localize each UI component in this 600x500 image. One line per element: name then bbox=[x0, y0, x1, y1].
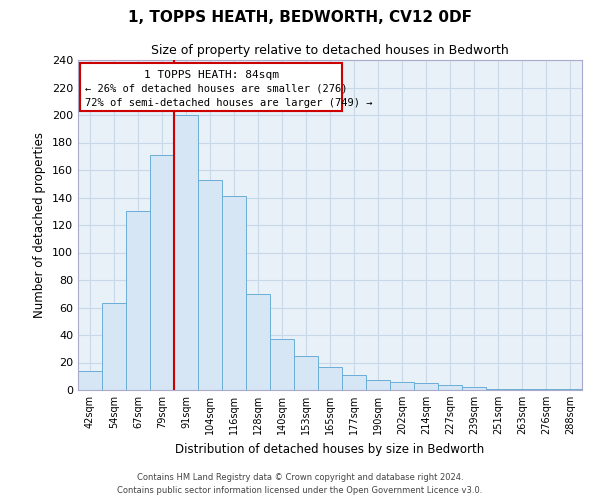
Bar bbox=[534, 388, 558, 390]
Bar bbox=[318, 366, 342, 390]
Text: Contains HM Land Registry data © Crown copyright and database right 2024.
Contai: Contains HM Land Registry data © Crown c… bbox=[118, 474, 482, 495]
Bar bbox=[126, 211, 150, 390]
FancyBboxPatch shape bbox=[80, 62, 342, 111]
Bar bbox=[438, 384, 462, 390]
Bar bbox=[414, 383, 438, 390]
Bar bbox=[366, 380, 390, 390]
Bar bbox=[198, 180, 222, 390]
Title: Size of property relative to detached houses in Bedworth: Size of property relative to detached ho… bbox=[151, 44, 509, 58]
Bar bbox=[150, 155, 174, 390]
Bar bbox=[294, 356, 318, 390]
Bar bbox=[78, 371, 102, 390]
Bar bbox=[558, 388, 582, 390]
Bar bbox=[510, 388, 534, 390]
Text: 1, TOPPS HEATH, BEDWORTH, CV12 0DF: 1, TOPPS HEATH, BEDWORTH, CV12 0DF bbox=[128, 10, 472, 25]
Bar bbox=[174, 115, 198, 390]
Bar bbox=[462, 387, 486, 390]
X-axis label: Distribution of detached houses by size in Bedworth: Distribution of detached houses by size … bbox=[175, 442, 485, 456]
Text: 1 TOPPS HEATH: 84sqm: 1 TOPPS HEATH: 84sqm bbox=[144, 70, 278, 80]
Bar bbox=[390, 382, 414, 390]
Bar bbox=[342, 375, 366, 390]
Text: 72% of semi-detached houses are larger (749) →: 72% of semi-detached houses are larger (… bbox=[85, 98, 373, 108]
Bar bbox=[486, 388, 510, 390]
Bar bbox=[246, 294, 270, 390]
Bar bbox=[270, 339, 294, 390]
Y-axis label: Number of detached properties: Number of detached properties bbox=[34, 132, 46, 318]
Text: ← 26% of detached houses are smaller (276): ← 26% of detached houses are smaller (27… bbox=[85, 84, 348, 94]
Bar bbox=[222, 196, 246, 390]
Bar bbox=[102, 304, 126, 390]
